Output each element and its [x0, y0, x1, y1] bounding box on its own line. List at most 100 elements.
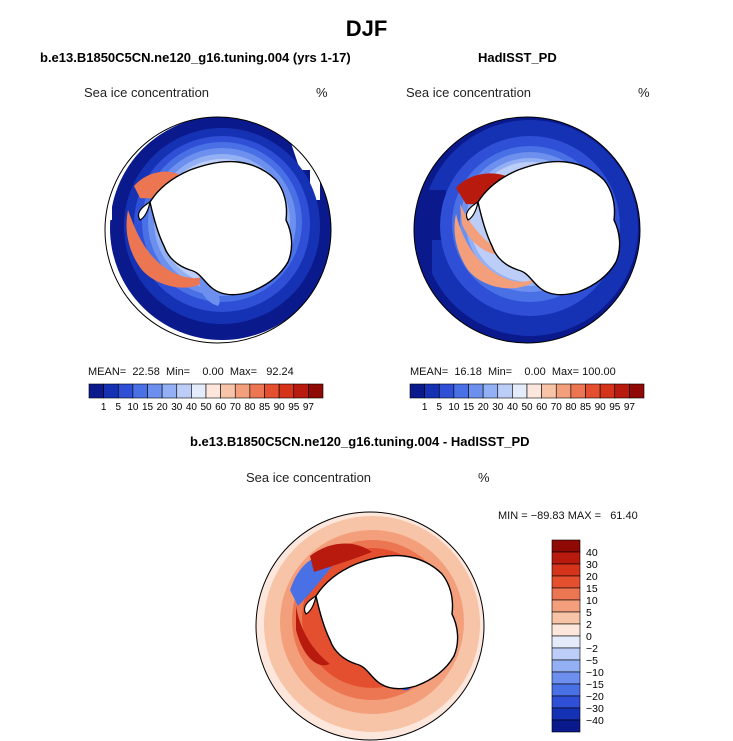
colorbar-1: 1 5 10 15 20 30 40 50 60 70 80 85 90 95 97 [88, 383, 324, 413]
colorbar-2-swatch [555, 383, 572, 399]
colorbar-2-swatch [526, 383, 542, 399]
panel-3-units: % [478, 470, 490, 485]
figure-title: DJF [345, 16, 388, 41]
colorbar-2-tick-label: 10 [448, 402, 460, 413]
colorbar-2-tick-label: 1 [422, 402, 428, 413]
colorbar-1-tick-label: 30 [171, 402, 183, 413]
panel-1-stats: MEAN= 22.58 Min= 0.00 Max= 92.24 [88, 366, 294, 378]
map-1 [105, 117, 331, 343]
colorbar-2-tick-label: 30 [492, 402, 504, 413]
colorbar-3-swatch [551, 647, 581, 661]
colorbar-3-tick-label: −30 [586, 703, 604, 715]
colorbar-1-tick-label: 20 [157, 402, 169, 413]
colorbar-2-tick-label: 90 [595, 402, 607, 413]
panel-2-title: HadISST_PD [478, 50, 557, 65]
map-2-antarctica [477, 160, 621, 296]
colorbar-3-tick-label: 10 [586, 595, 598, 607]
colorbar-2-swatch [541, 383, 557, 399]
colorbar-2-tick-label: 50 [521, 402, 533, 413]
map-2 [414, 117, 640, 343]
colorbar-1-swatch [176, 383, 192, 399]
colorbar-1-swatch [88, 383, 104, 399]
map-2-peninsula [465, 200, 479, 221]
colorbar-3-swatch [551, 635, 581, 649]
colorbar-1-swatch [147, 383, 163, 399]
map-3-boundary [255, 511, 485, 741]
colorbar-2-swatch [629, 383, 645, 399]
map-1-boundary [104, 116, 332, 344]
colorbar-1-tick-label: 10 [127, 402, 139, 413]
colorbar-1-swatch [132, 383, 148, 399]
colorbar-3-tick-label: 0 [586, 631, 592, 643]
colorbar-1-swatch [161, 383, 178, 399]
map-1-ross-patch [126, 210, 214, 288]
map-2-west-patch [460, 204, 506, 255]
colorbar-2-swatch [570, 383, 586, 399]
colorbar-1-tick-label: 95 [288, 402, 300, 413]
colorbar-2-tick-label: 40 [507, 402, 519, 413]
colorbar-3-swatch [551, 695, 581, 709]
colorbar-3-tick-label: −5 [586, 655, 598, 667]
colorbar-2-tick-label: 60 [536, 402, 548, 413]
colorbar-3-swatch [551, 659, 581, 673]
colorbar-1-swatch [117, 383, 134, 399]
colorbar-3-swatch [551, 599, 581, 613]
panel-3-stats: MIN = −89.83 MAX = 61.40 [498, 510, 638, 522]
panel-3-variable-label: Sea ice concentration [246, 470, 372, 485]
colorbar-3-tick-label: −40 [586, 715, 604, 727]
colorbar-3-tick-label: 15 [586, 583, 598, 595]
colorbar-3-tick-label: 40 [586, 547, 598, 559]
colorbar-3-swatch [551, 575, 581, 589]
colorbar-3-swatch [551, 539, 581, 553]
colorbar-1-swatch [249, 383, 265, 399]
colorbar-2-tick-label: 97 [624, 402, 636, 413]
colorbar-1-swatch [191, 383, 207, 399]
panel-1-variable-label: Sea ice concentration [84, 85, 210, 100]
colorbar-2-swatch [453, 383, 469, 399]
colorbar-1-tick-label: 50 [200, 402, 212, 413]
colorbar-2-tick-label: 20 [478, 402, 490, 413]
colorbar-1-tick-label: 1 [101, 402, 107, 413]
colorbar-2: 1 5 10 15 20 30 40 50 60 70 80 85 90 95 97 [409, 383, 645, 413]
colorbar-3-swatch [551, 707, 581, 721]
colorbar-3-swatch [551, 587, 581, 601]
colorbar-2-swatch [614, 383, 630, 399]
colorbar-3-tick-label: −15 [586, 679, 604, 691]
colorbar-2-tick-label: 95 [609, 402, 621, 413]
colorbar-3-tick-label: −10 [586, 667, 604, 679]
colorbar-1-tick-label: 97 [303, 402, 315, 413]
colorbar-2-swatch [438, 383, 455, 399]
colorbar-3-swatch [551, 671, 581, 685]
colorbar-1-tick-label: 15 [142, 402, 154, 413]
colorbar-3-tick-label: 5 [586, 607, 592, 619]
colorbar-3-swatch [551, 719, 581, 733]
colorbar-1-swatch [278, 383, 295, 399]
colorbar-2-tick-label: 70 [551, 402, 563, 413]
colorbar-3-tick-label: 2 [586, 619, 592, 631]
colorbar-2-swatch [585, 383, 601, 399]
colorbar-2-tick-label: 80 [565, 402, 577, 413]
colorbar-2-swatch [482, 383, 499, 399]
colorbar-3-swatch [551, 563, 581, 577]
map-3-north-positive [310, 543, 372, 572]
colorbar-1-tick-label: 70 [230, 402, 242, 413]
colorbar-3-swatch [551, 551, 581, 565]
colorbar-2-tick-label: 15 [463, 402, 475, 413]
colorbar-1-swatch [264, 383, 280, 399]
map-2-weddell-patch [456, 173, 510, 205]
colorbar-1-tick-label: 90 [274, 402, 286, 413]
colorbar-2-swatch [512, 383, 528, 399]
map-1-antarctica [149, 160, 293, 296]
panel-2-variable-label: Sea ice concentration [406, 85, 532, 100]
colorbar-1-tick-label: 60 [215, 402, 227, 413]
colorbar-1-tick-label: 85 [259, 402, 271, 413]
colorbar-3-swatch [551, 683, 581, 697]
colorbar-1-tick-label: 80 [244, 402, 256, 413]
colorbar-1-tick-label: 40 [186, 402, 198, 413]
panel-2-units: % [638, 85, 650, 100]
colorbar-1-swatch [308, 383, 324, 399]
colorbar-2-swatch [424, 383, 440, 399]
map-3-antarctica [315, 554, 459, 690]
map-1-blue-patch [199, 276, 220, 306]
